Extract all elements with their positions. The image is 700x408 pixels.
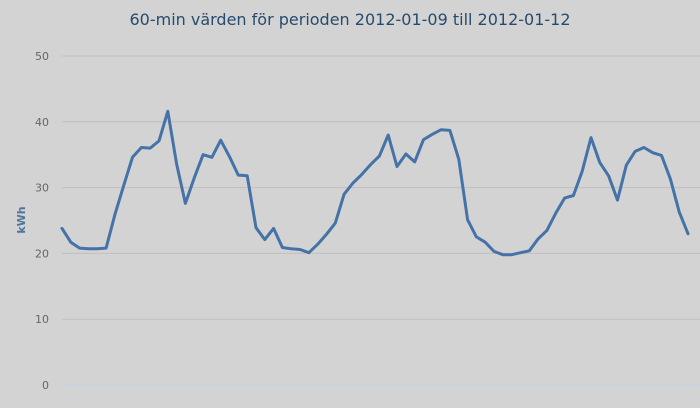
y-tick-label: 20 — [35, 247, 49, 260]
y-tick-label: 50 — [35, 50, 49, 63]
y-tick-label: 0 — [42, 379, 49, 392]
y-axis-label: kWh — [15, 206, 28, 233]
chart-title: 60-min värden för perioden 2012-01-09 ti… — [129, 10, 570, 29]
series-line — [60, 109, 690, 257]
series-layer — [60, 109, 690, 257]
y-axis-ticks: 0 10 20 30 40 50 — [35, 50, 49, 392]
y-tick-label: 10 — [35, 313, 49, 326]
y-tick-label: 40 — [35, 116, 49, 129]
gridlines — [62, 55, 700, 386]
y-tick-label: 30 — [35, 182, 49, 195]
